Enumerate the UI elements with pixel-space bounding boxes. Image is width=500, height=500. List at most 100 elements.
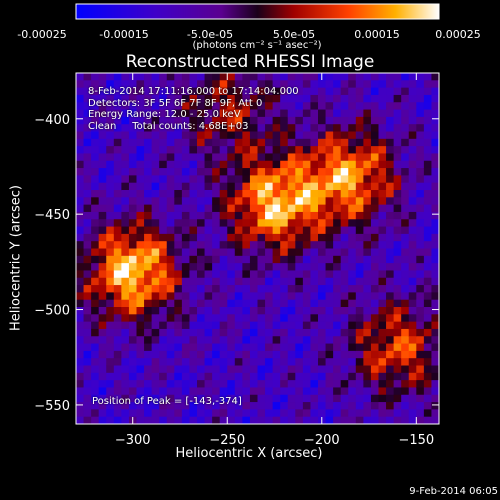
heatmap-cell <box>295 387 304 396</box>
heatmap-cell <box>287 358 296 366</box>
colorbar-tick-label: -0.00025 <box>17 28 67 41</box>
heatmap-cell <box>128 197 137 206</box>
heatmap-cell <box>189 307 198 315</box>
heatmap-cell <box>106 190 115 198</box>
heatmap-cell <box>386 197 395 206</box>
heatmap-cell <box>318 146 327 154</box>
heatmap-cell <box>408 263 417 271</box>
heatmap-cell <box>227 416 236 425</box>
heatmap-cell <box>159 365 168 374</box>
heatmap-cell <box>144 416 153 425</box>
heatmap-cell <box>242 372 251 381</box>
heatmap-cell <box>408 94 417 103</box>
heatmap-cell <box>340 263 349 271</box>
heatmap-cell <box>159 131 168 140</box>
heatmap-cell <box>249 124 258 132</box>
heatmap-cell <box>393 248 402 257</box>
heatmap-cell <box>257 270 266 279</box>
heatmap-cell <box>174 343 183 352</box>
heatmap-cell <box>204 226 213 235</box>
heatmap-cell <box>408 182 417 191</box>
heatmap-cell <box>401 416 410 425</box>
heatmap-cell <box>227 226 236 235</box>
heatmap-cell <box>242 219 251 228</box>
heatmap-cell <box>234 416 243 425</box>
heatmap-cell <box>401 226 410 235</box>
heatmap-cell <box>340 409 349 418</box>
heatmap-cell <box>189 358 198 366</box>
heatmap-cell <box>159 219 168 228</box>
heatmap-cell <box>181 197 190 206</box>
heatmap-cell <box>128 138 137 147</box>
heatmap-cell <box>416 153 425 162</box>
heatmap-cell <box>113 328 122 337</box>
heatmap-cell <box>174 146 183 154</box>
heatmap-cell <box>280 109 289 118</box>
heatmap-cell <box>249 336 258 345</box>
heatmap-cell <box>98 219 107 228</box>
heatmap-cell <box>272 416 281 425</box>
heatmap-cell <box>83 211 92 220</box>
heatmap-cell <box>219 328 228 337</box>
heatmap-cell <box>295 73 304 81</box>
heatmap-cell <box>98 124 107 132</box>
heatmap-cell <box>212 321 221 330</box>
heatmap-cell <box>76 131 85 140</box>
heatmap-cell <box>159 211 168 220</box>
heatmap-cell <box>113 402 122 410</box>
heatmap-cell <box>355 343 364 352</box>
heatmap-cell <box>272 94 281 103</box>
heatmap-cell <box>378 350 387 359</box>
heatmap-cell <box>159 372 168 381</box>
heatmap-cell <box>249 146 258 154</box>
heatmap-cell <box>431 233 440 242</box>
heatmap-cell <box>242 248 251 257</box>
heatmap-cell <box>174 321 183 330</box>
heatmap-cell <box>370 409 379 418</box>
heatmap-cell <box>386 131 395 140</box>
heatmap-cell <box>83 175 92 184</box>
heatmap-cell <box>378 94 387 103</box>
heatmap-cell <box>272 226 281 235</box>
heatmap-cell <box>340 138 349 147</box>
heatmap-cell <box>423 380 432 388</box>
heatmap-cell <box>204 372 213 381</box>
heatmap-cell <box>136 350 145 359</box>
heatmap-cell <box>333 314 342 323</box>
heatmap-cell <box>151 109 160 118</box>
heatmap-cell <box>423 321 432 330</box>
heatmap-cell <box>249 138 258 147</box>
heatmap-cell <box>318 380 327 388</box>
heatmap-cell <box>272 307 281 315</box>
heatmap-cell <box>91 343 100 352</box>
heatmap-cell <box>318 394 327 403</box>
heatmap-cell <box>76 109 85 118</box>
heatmap-cell <box>249 321 258 330</box>
heatmap-cell <box>302 350 311 359</box>
heatmap-cell <box>151 328 160 337</box>
heatmap-cell <box>106 314 115 323</box>
heatmap-cell <box>325 124 334 132</box>
heatmap-cell <box>272 153 281 162</box>
heatmap-cell <box>227 219 236 228</box>
heatmap-cell <box>280 307 289 315</box>
heatmap-cell <box>386 182 395 191</box>
heatmap-cell <box>393 204 402 213</box>
heatmap-cell <box>128 102 137 111</box>
heatmap-cell <box>325 80 334 89</box>
heatmap-cell <box>431 146 440 154</box>
heatmap-cell <box>219 102 228 111</box>
heatmap-cell <box>106 219 115 228</box>
heatmap-cell <box>242 211 251 220</box>
heatmap-cell <box>257 372 266 381</box>
heatmap-cell <box>325 116 334 125</box>
heatmap-cell <box>408 160 417 169</box>
heatmap-cell <box>249 153 258 162</box>
heatmap-cell <box>113 299 122 308</box>
heatmap-cell <box>370 102 379 111</box>
heatmap-cell <box>257 73 266 81</box>
render-timestamp: 9-Feb-2014 06:05 <box>409 486 498 497</box>
heatmap-cell <box>189 131 198 140</box>
heatmap-cell <box>197 175 206 184</box>
heatmap-cell <box>257 292 266 301</box>
